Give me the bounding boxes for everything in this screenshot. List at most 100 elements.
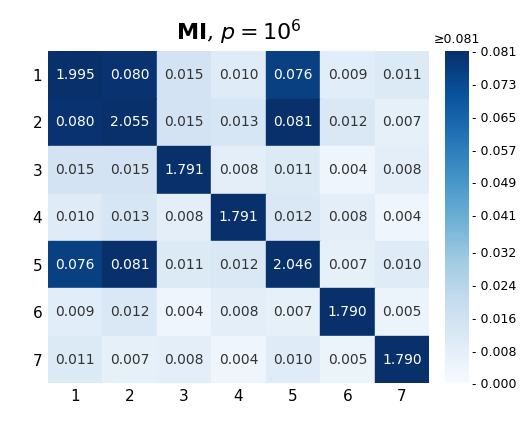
Text: 0.011: 0.011 bbox=[55, 353, 95, 367]
Text: 0.004: 0.004 bbox=[164, 305, 204, 319]
Text: 0.008: 0.008 bbox=[328, 210, 367, 224]
Text: 0.080: 0.080 bbox=[110, 68, 149, 82]
Bar bbox=[48, 288, 102, 336]
Bar bbox=[266, 193, 320, 241]
Bar bbox=[375, 288, 429, 336]
Bar bbox=[102, 241, 157, 288]
Bar bbox=[375, 193, 429, 241]
Bar bbox=[48, 146, 102, 193]
Bar bbox=[266, 241, 320, 288]
Bar bbox=[266, 146, 320, 193]
Text: 0.008: 0.008 bbox=[382, 163, 422, 177]
Text: 0.081: 0.081 bbox=[273, 115, 313, 130]
Bar bbox=[320, 336, 375, 383]
Text: 0.007: 0.007 bbox=[382, 115, 422, 130]
Text: 0.007: 0.007 bbox=[273, 305, 313, 319]
Text: 0.081: 0.081 bbox=[110, 258, 149, 272]
Text: 0.009: 0.009 bbox=[55, 305, 95, 319]
Text: 0.012: 0.012 bbox=[219, 258, 258, 272]
Text: 0.005: 0.005 bbox=[328, 353, 367, 367]
Bar bbox=[211, 146, 266, 193]
Bar bbox=[320, 288, 375, 336]
Text: 1.790: 1.790 bbox=[328, 305, 367, 319]
Bar bbox=[320, 241, 375, 288]
Text: 0.010: 0.010 bbox=[55, 210, 95, 224]
Bar bbox=[102, 51, 157, 98]
Bar bbox=[266, 51, 320, 98]
Bar bbox=[157, 193, 211, 241]
Bar bbox=[48, 98, 102, 146]
Text: 2.046: 2.046 bbox=[273, 258, 313, 272]
Bar bbox=[48, 193, 102, 241]
Text: 0.008: 0.008 bbox=[164, 210, 204, 224]
Bar bbox=[157, 241, 211, 288]
Bar bbox=[211, 98, 266, 146]
Text: 0.004: 0.004 bbox=[382, 210, 422, 224]
Bar bbox=[375, 146, 429, 193]
Bar bbox=[48, 336, 102, 383]
Text: 0.008: 0.008 bbox=[164, 353, 204, 367]
Text: 1.790: 1.790 bbox=[382, 353, 422, 367]
Text: 0.010: 0.010 bbox=[382, 258, 422, 272]
Bar bbox=[211, 288, 266, 336]
Bar bbox=[375, 51, 429, 98]
Bar bbox=[157, 288, 211, 336]
Text: 0.076: 0.076 bbox=[55, 258, 95, 272]
Bar bbox=[102, 193, 157, 241]
Bar bbox=[48, 51, 102, 98]
Text: 0.010: 0.010 bbox=[219, 68, 258, 82]
Text: 0.004: 0.004 bbox=[219, 353, 258, 367]
Bar bbox=[320, 98, 375, 146]
Text: 0.007: 0.007 bbox=[110, 353, 149, 367]
Bar bbox=[157, 98, 211, 146]
Bar bbox=[102, 336, 157, 383]
Text: 0.008: 0.008 bbox=[219, 305, 258, 319]
Bar bbox=[102, 146, 157, 193]
Bar bbox=[157, 51, 211, 98]
Bar bbox=[266, 288, 320, 336]
Text: 0.004: 0.004 bbox=[328, 163, 367, 177]
Text: 0.011: 0.011 bbox=[273, 163, 313, 177]
Bar bbox=[211, 193, 266, 241]
Text: 0.011: 0.011 bbox=[164, 258, 204, 272]
Text: 1.995: 1.995 bbox=[55, 68, 95, 82]
Text: ≥0.081: ≥0.081 bbox=[434, 33, 480, 46]
Bar bbox=[211, 241, 266, 288]
Bar bbox=[102, 288, 157, 336]
Text: 0.015: 0.015 bbox=[55, 163, 95, 177]
Bar bbox=[375, 241, 429, 288]
Bar bbox=[211, 336, 266, 383]
Bar bbox=[266, 98, 320, 146]
Text: 0.012: 0.012 bbox=[273, 210, 313, 224]
Text: 0.011: 0.011 bbox=[382, 68, 422, 82]
Text: 0.010: 0.010 bbox=[273, 353, 313, 367]
Text: 0.008: 0.008 bbox=[219, 163, 258, 177]
Text: 2.055: 2.055 bbox=[110, 115, 149, 130]
Text: 0.007: 0.007 bbox=[328, 258, 367, 272]
Text: 0.015: 0.015 bbox=[164, 68, 204, 82]
Bar bbox=[157, 146, 211, 193]
Bar bbox=[375, 336, 429, 383]
Bar bbox=[375, 98, 429, 146]
Text: 0.012: 0.012 bbox=[328, 115, 367, 130]
Text: 0.015: 0.015 bbox=[164, 115, 204, 130]
Bar bbox=[211, 51, 266, 98]
Text: 0.080: 0.080 bbox=[55, 115, 95, 130]
Text: 0.005: 0.005 bbox=[382, 305, 422, 319]
Title: $\mathbf{MI}$, $p = 10^6$: $\mathbf{MI}$, $p = 10^6$ bbox=[176, 17, 301, 47]
Bar bbox=[266, 336, 320, 383]
Bar bbox=[48, 241, 102, 288]
Text: 0.013: 0.013 bbox=[110, 210, 149, 224]
Bar bbox=[320, 193, 375, 241]
Bar bbox=[320, 146, 375, 193]
Text: 0.015: 0.015 bbox=[110, 163, 149, 177]
Text: 0.009: 0.009 bbox=[328, 68, 367, 82]
Bar bbox=[320, 51, 375, 98]
Text: 0.013: 0.013 bbox=[219, 115, 258, 130]
Text: 1.791: 1.791 bbox=[218, 210, 259, 224]
Text: 0.012: 0.012 bbox=[110, 305, 149, 319]
Bar bbox=[157, 336, 211, 383]
Text: 1.791: 1.791 bbox=[164, 163, 204, 177]
Bar bbox=[102, 98, 157, 146]
Text: 0.076: 0.076 bbox=[273, 68, 313, 82]
